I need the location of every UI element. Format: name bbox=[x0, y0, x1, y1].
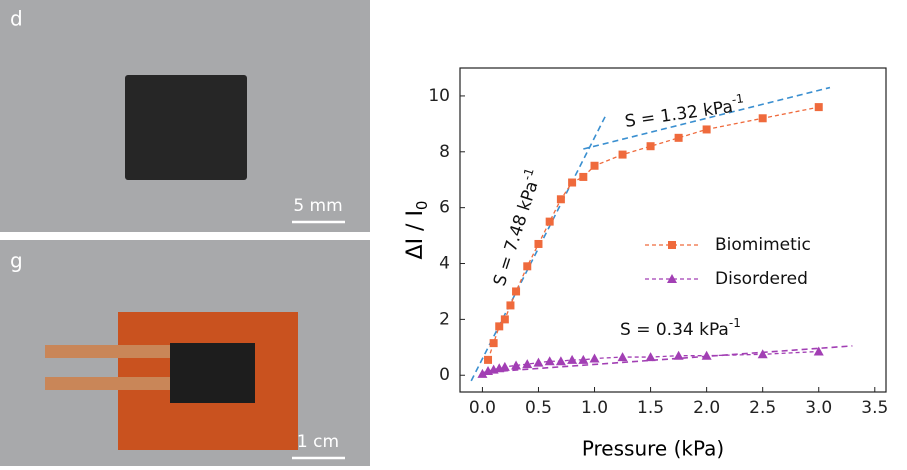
panel-label: g bbox=[10, 249, 23, 273]
point bbox=[557, 195, 565, 203]
x-tick-label: 0.5 bbox=[525, 398, 552, 418]
point bbox=[618, 352, 628, 361]
figure: d 5 mm g 1 cm 0.0 0.5 1.0 1.5 2.0 2.5 3.0 3.5 0 2… bbox=[0, 0, 907, 466]
legend-label: Disordered bbox=[715, 269, 808, 289]
annotation-main: S = 7.48 kPa bbox=[490, 179, 543, 289]
slope-annotation: S = 0.34 kPa-1 bbox=[620, 316, 741, 341]
page: d 5 mm g 1 cm 0.0 0.5 1.0 1.5 2.0 2.5 3.0 3.5 0 2… bbox=[0, 0, 907, 470]
point bbox=[579, 173, 587, 181]
point bbox=[523, 262, 531, 270]
annotation-sup: -1 bbox=[519, 166, 536, 182]
annotation-sup: -1 bbox=[729, 316, 741, 330]
point bbox=[546, 218, 554, 226]
point bbox=[512, 287, 520, 295]
point bbox=[506, 301, 514, 309]
x-tick-label: 2.0 bbox=[693, 398, 720, 418]
y-label-main: ΔI / I bbox=[403, 210, 428, 259]
point bbox=[484, 356, 492, 364]
point bbox=[758, 349, 768, 358]
y-tick-label: 8 bbox=[439, 142, 450, 162]
sensor bbox=[170, 343, 255, 403]
legend-marker bbox=[668, 241, 676, 249]
x-tick-label: 0.0 bbox=[469, 398, 496, 418]
point bbox=[647, 142, 655, 150]
point bbox=[568, 179, 576, 187]
y-tick-label: 6 bbox=[439, 198, 450, 218]
point bbox=[674, 351, 684, 360]
photo-d: d 5 mm bbox=[0, 0, 370, 232]
slope-annotation: S = 7.48 kPa-1 bbox=[486, 166, 547, 288]
photo-g: g 1 cm bbox=[0, 240, 370, 466]
point bbox=[534, 240, 542, 248]
point bbox=[591, 162, 599, 170]
electrode bbox=[45, 345, 190, 358]
chart: 0.0 0.5 1.0 1.5 2.0 2.5 3.0 3.5 0 2 4 6 8 10 Pressure … bbox=[403, 68, 888, 461]
point bbox=[500, 362, 510, 371]
point bbox=[675, 134, 683, 142]
y-tick-label: 4 bbox=[439, 254, 450, 274]
point bbox=[501, 315, 509, 323]
point bbox=[646, 352, 656, 361]
y-tick-label: 2 bbox=[439, 309, 450, 329]
point bbox=[533, 358, 543, 367]
point bbox=[703, 125, 711, 133]
x-tick-label: 1.5 bbox=[637, 398, 664, 418]
scale-label: 1 cm bbox=[297, 432, 339, 452]
x-tick-label: 1.0 bbox=[581, 398, 608, 418]
point bbox=[759, 114, 767, 122]
x-axis-label: Pressure (kPa) bbox=[582, 437, 724, 461]
legend-label: Biomimetic bbox=[715, 235, 811, 255]
electrode bbox=[45, 377, 190, 390]
x-tick-label: 2.5 bbox=[749, 398, 776, 418]
point bbox=[590, 353, 600, 362]
annotation-main: S = 0.34 kPa bbox=[620, 320, 729, 340]
point bbox=[556, 356, 566, 365]
annotation-sup: -1 bbox=[731, 91, 745, 107]
point bbox=[815, 103, 823, 111]
annotation-main: S = 1.32 kPa bbox=[624, 97, 735, 132]
y-label-sub: 0 bbox=[413, 201, 431, 211]
y-tick-label: 0 bbox=[439, 365, 450, 385]
y-axis-label: ΔI / I0 bbox=[403, 201, 431, 260]
scale-label: 5 mm bbox=[293, 196, 342, 216]
point bbox=[619, 151, 627, 159]
sample-block bbox=[125, 75, 247, 180]
x-tick-label: 3.0 bbox=[805, 398, 832, 418]
point bbox=[702, 351, 712, 360]
panel-label: d bbox=[10, 7, 23, 31]
point bbox=[490, 339, 498, 347]
point bbox=[495, 322, 503, 330]
x-tick-label: 3.5 bbox=[861, 398, 888, 418]
y-tick-label: 10 bbox=[428, 86, 450, 106]
